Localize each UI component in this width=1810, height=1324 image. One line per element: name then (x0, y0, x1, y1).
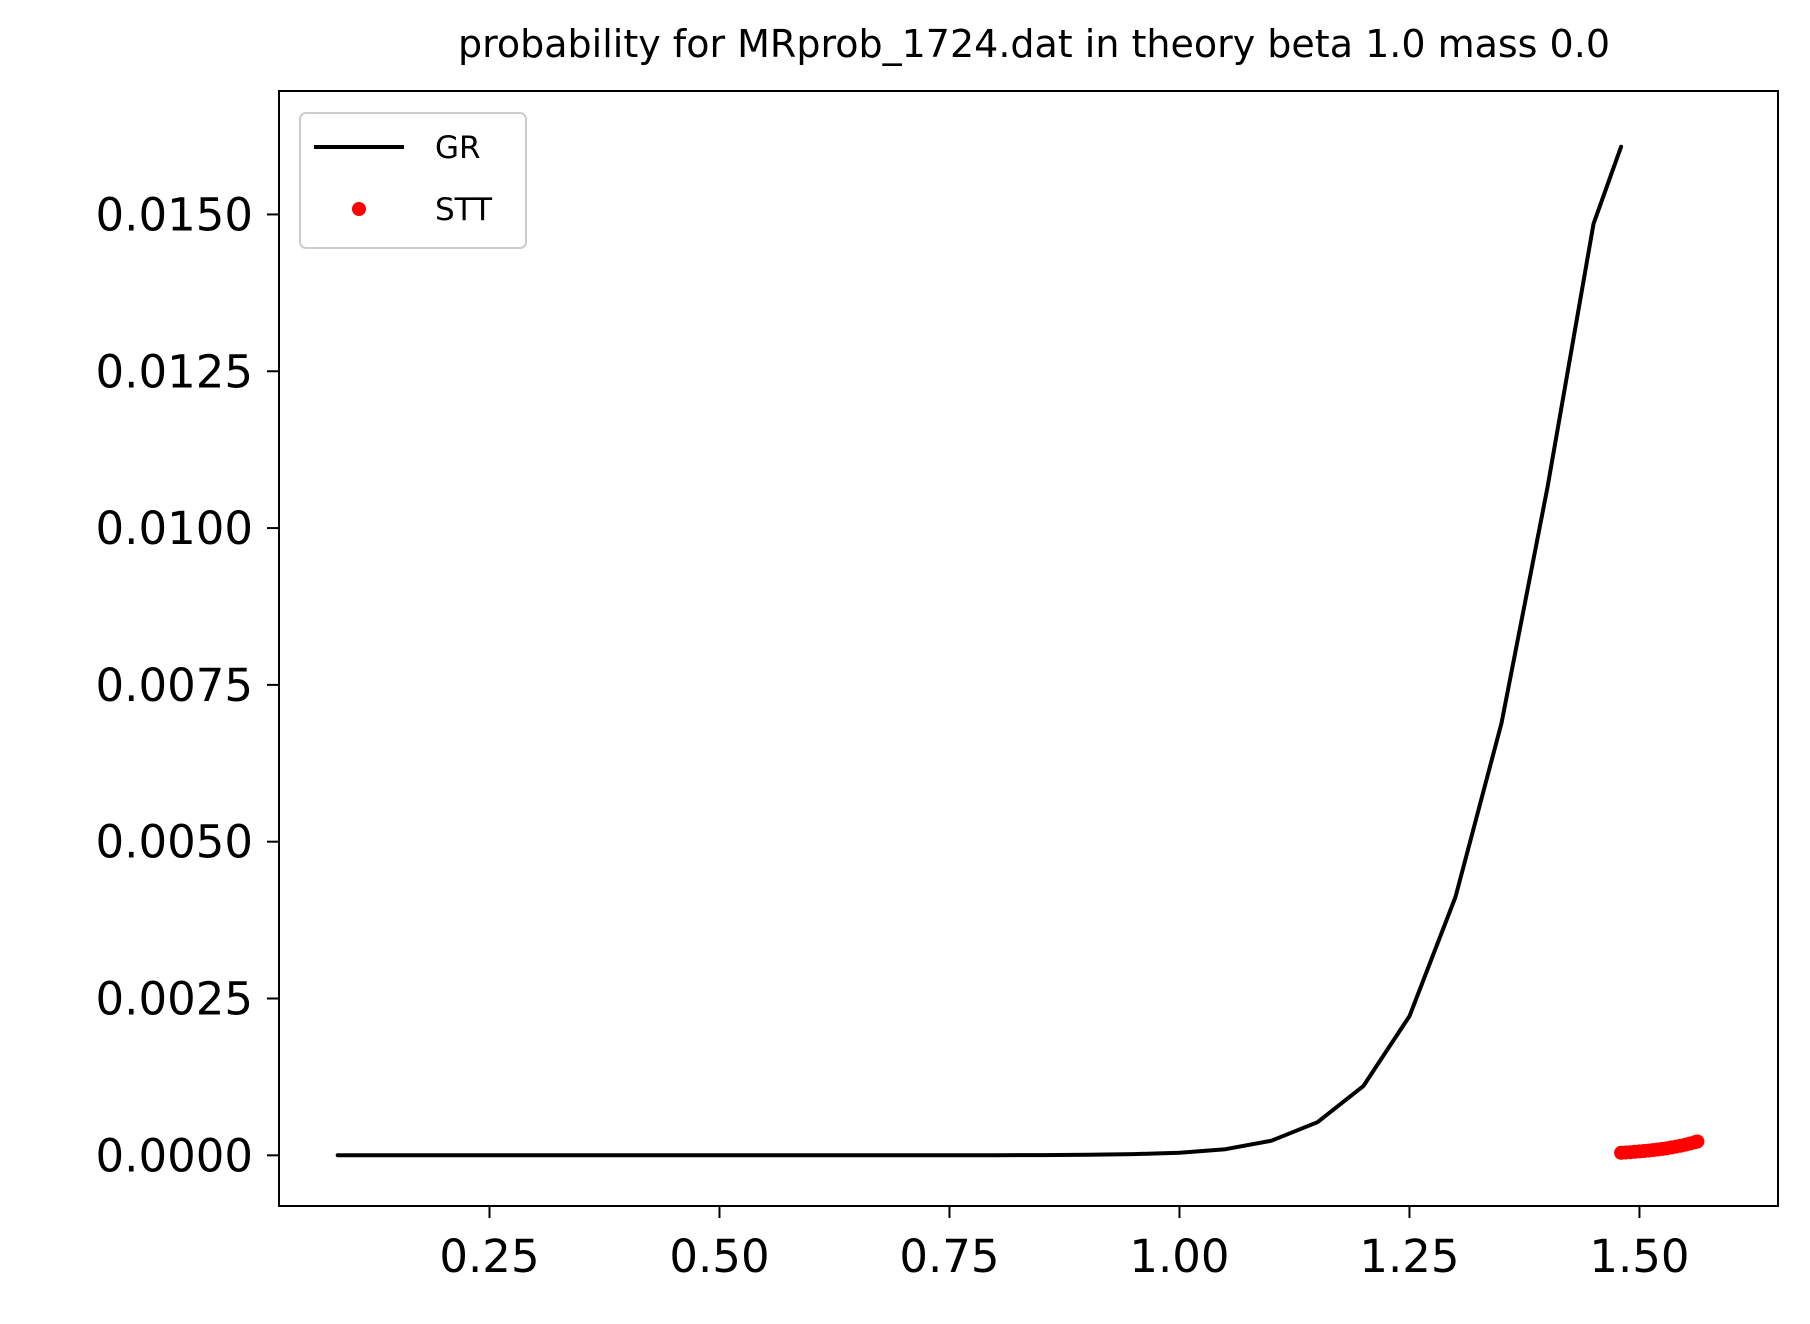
y-tick-label: 0.0050 (96, 816, 253, 869)
x-tick-label: 1.50 (1589, 1230, 1689, 1283)
y-tick-label: 0.0125 (96, 345, 253, 398)
legend-box (299, 112, 527, 249)
x-tick-label: 1.00 (1129, 1230, 1229, 1283)
legend: GR STT (299, 112, 527, 249)
legend-stt-marker-swatch (352, 202, 366, 216)
y-tick-label: 0.0025 (96, 973, 253, 1026)
x-tick-label: 0.75 (899, 1230, 999, 1283)
legend-stt-label: STT (435, 192, 493, 228)
y-tick-label: 0.0075 (96, 659, 253, 712)
y-tick-label: 0.0000 (96, 1129, 253, 1182)
legend-gr-label: GR (435, 130, 481, 166)
plot-content (335, 144, 1705, 1160)
y-tick-label: 0.0100 (96, 502, 253, 555)
series-line-gr (335, 144, 1624, 1158)
x-axis-ticks: 0.25 0.50 0.75 1.00 1.25 1.50 (439, 1206, 1690, 1283)
y-axis-ticks: 0.0000 0.0025 0.0050 0.0075 0.0100 0.0125 0.01… (96, 188, 279, 1182)
chart-title: probability for MRprob_1724.dat in theor… (458, 22, 1610, 66)
series-point-stt (1690, 1134, 1705, 1149)
x-tick-label: 0.25 (439, 1230, 539, 1283)
x-tick-label: 1.25 (1359, 1230, 1459, 1283)
axes-frame (278, 90, 1779, 1207)
x-tick-label: 0.50 (669, 1230, 769, 1283)
y-tick-label: 0.0150 (96, 188, 253, 241)
